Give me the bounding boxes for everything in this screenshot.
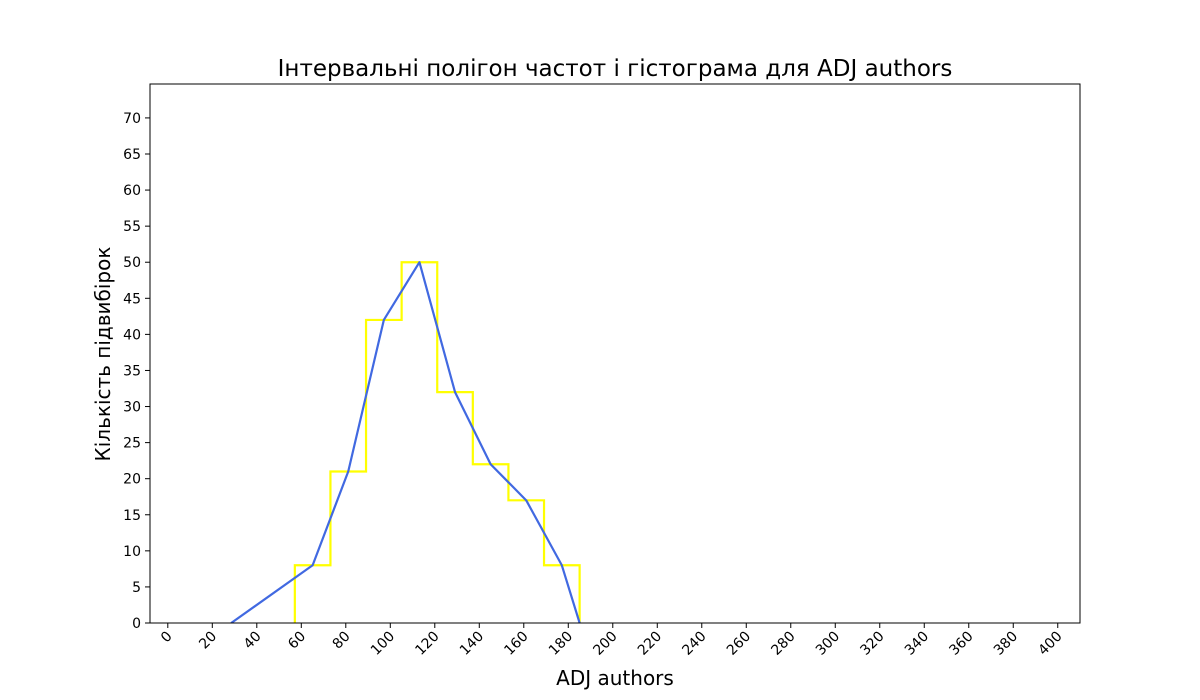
x-tick-label: 200 — [590, 629, 620, 659]
x-tick-label: 60 — [285, 629, 309, 653]
y-tick-label: 35 — [123, 363, 141, 379]
x-tick-label: 0 — [158, 629, 176, 647]
x-tick-label: 40 — [241, 629, 265, 653]
y-tick-label: 40 — [123, 327, 141, 343]
plot-background — [150, 84, 1080, 623]
x-tick-label: 100 — [368, 629, 398, 659]
y-tick-label: 5 — [132, 580, 141, 596]
y-tick-label: 45 — [123, 291, 141, 307]
y-tick-label: 65 — [123, 147, 141, 163]
x-axis-label: ADJ authors — [556, 666, 674, 690]
x-tick-label: 380 — [991, 629, 1021, 659]
x-tick-label: 400 — [1035, 629, 1065, 659]
y-tick-label: 30 — [123, 400, 141, 416]
y-tick-label: 25 — [123, 436, 141, 452]
y-tick-label: 10 — [123, 544, 141, 560]
y-tick-label: 55 — [123, 219, 141, 235]
y-tick-label: 0 — [132, 616, 141, 632]
y-tick-label: 60 — [123, 183, 141, 199]
x-tick-label: 80 — [330, 629, 354, 653]
chart-title: Інтервальні полігон частот і гістограма … — [278, 56, 953, 82]
y-tick-label: 70 — [123, 111, 141, 127]
x-tick-label: 320 — [857, 629, 887, 659]
x-tick-label: 220 — [635, 629, 665, 659]
x-tick-label: 140 — [457, 629, 487, 659]
y-tick-label: 15 — [123, 508, 141, 524]
x-tick-label: 360 — [946, 629, 976, 659]
x-tick-label: 160 — [501, 629, 531, 659]
plot-area — [150, 84, 1080, 623]
frequency-polygon — [230, 261, 581, 623]
x-tick-label: 260 — [724, 629, 754, 659]
y-axis-label: Кількість підвибірок — [91, 247, 115, 462]
x-tick-label: 340 — [902, 629, 932, 659]
x-tick-label: 280 — [768, 629, 798, 659]
x-tick-label: 180 — [546, 629, 576, 659]
x-tick-label: 20 — [196, 629, 220, 653]
y-tick-label: 50 — [123, 255, 141, 271]
x-tick-label: 300 — [813, 629, 843, 659]
y-tick-label: 20 — [123, 472, 141, 488]
axes-frame — [149, 83, 1081, 624]
x-tick-label: 120 — [412, 629, 442, 659]
polygon-line — [230, 261, 581, 623]
x-tick-label: 240 — [679, 629, 709, 659]
